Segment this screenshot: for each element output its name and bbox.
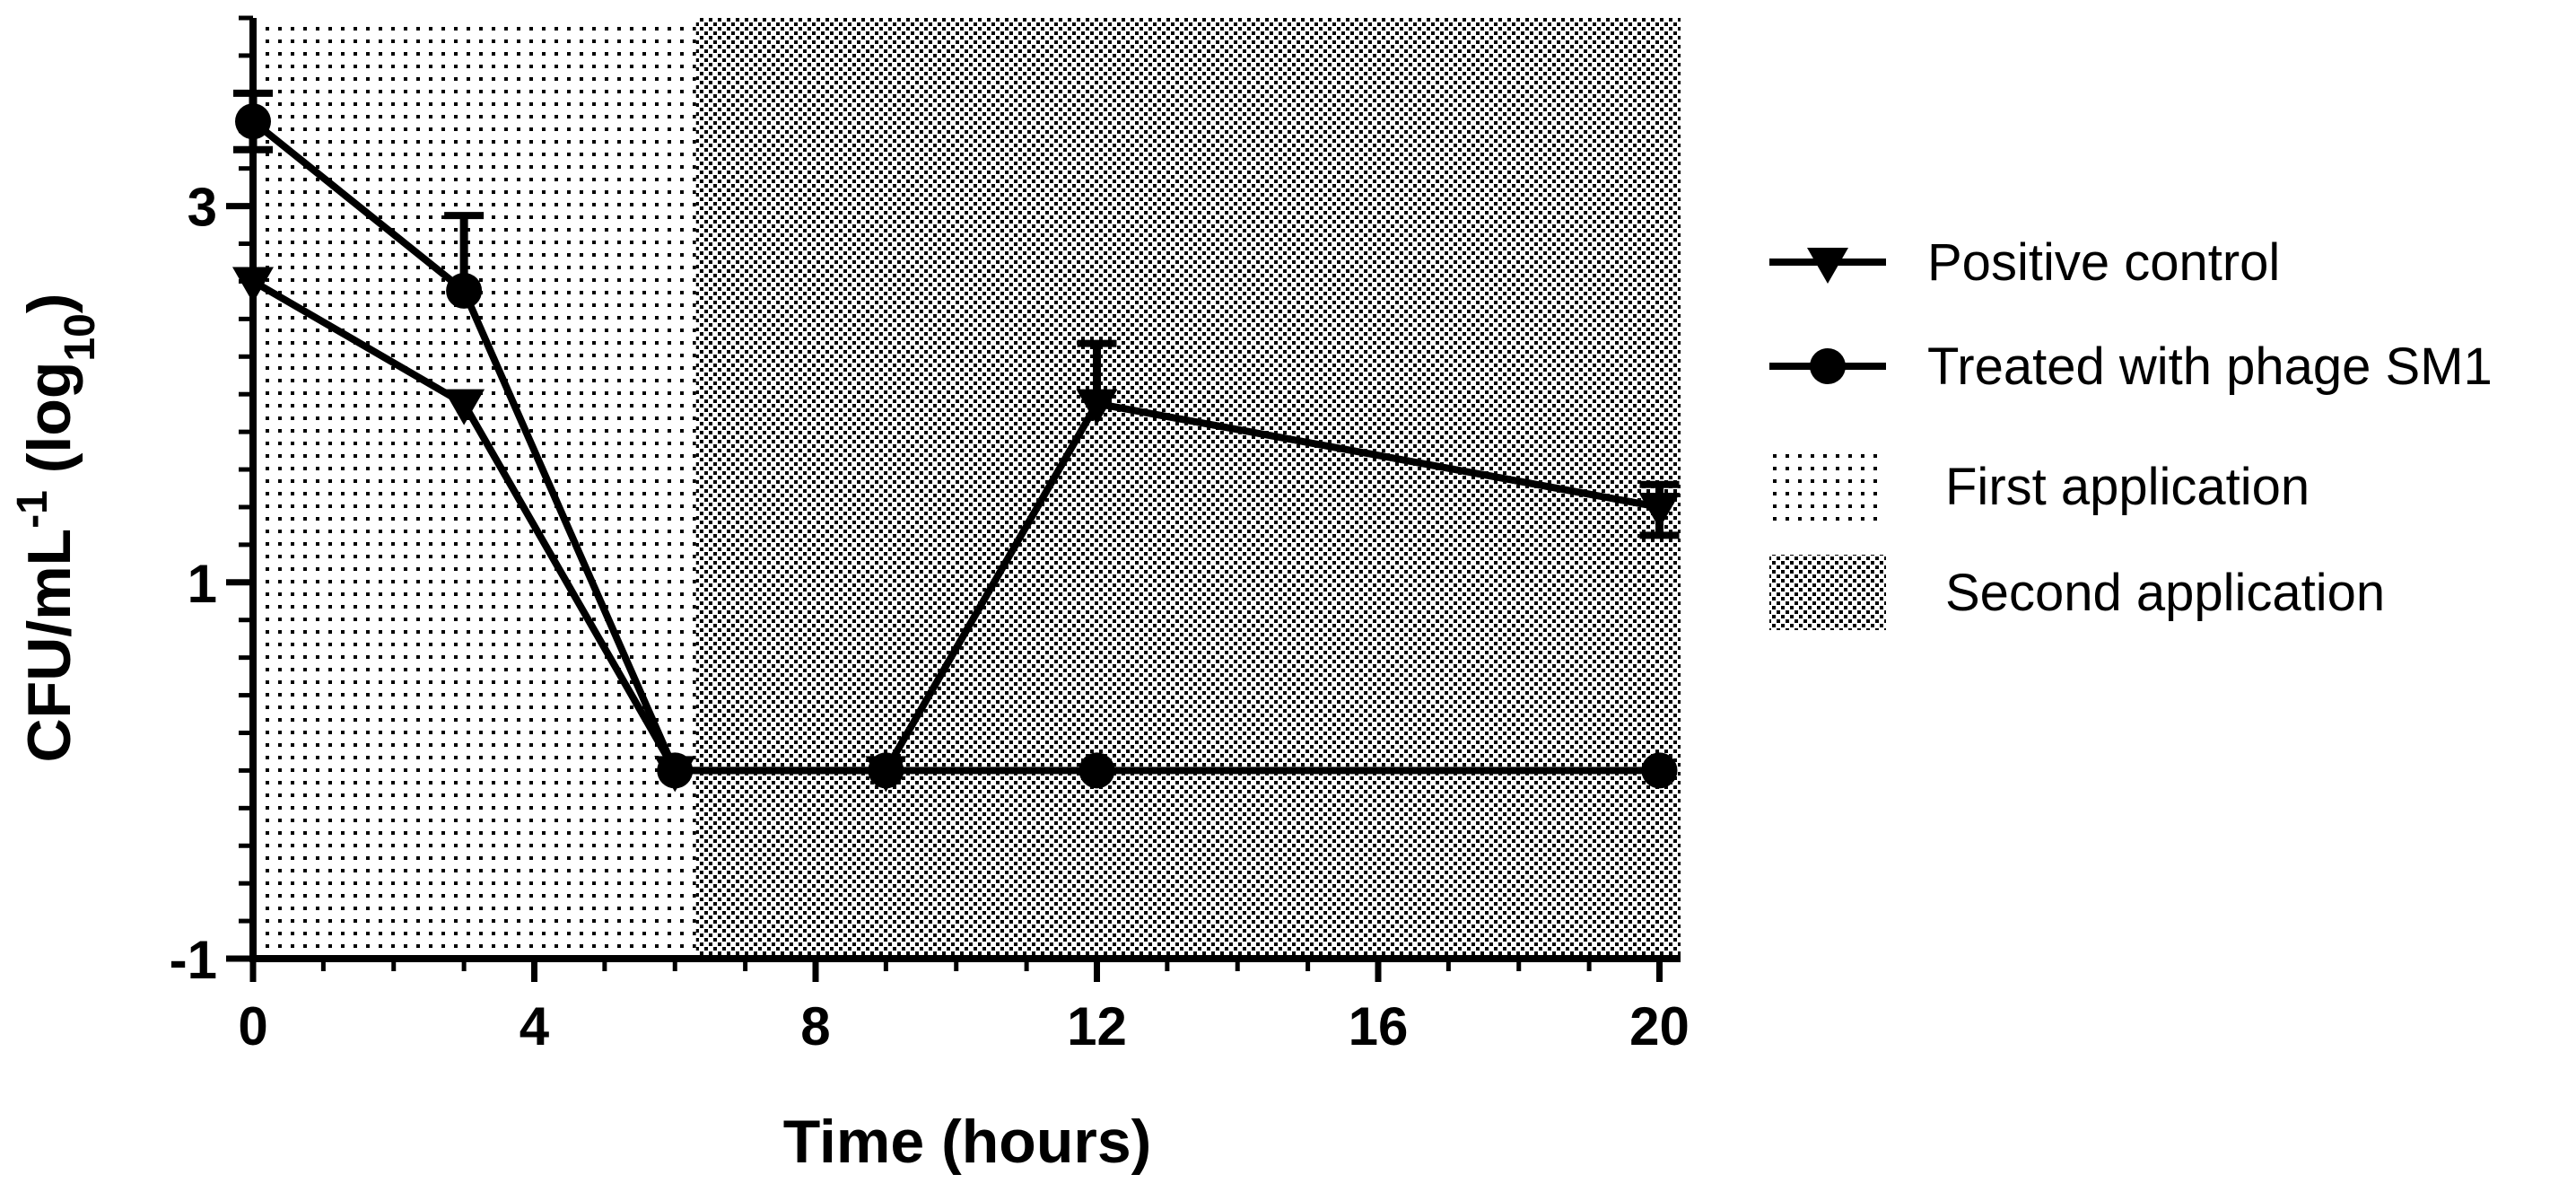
x-tick-label: 16 [1349, 996, 1409, 1056]
x-axis-title: Time (hours) [783, 1108, 1152, 1176]
x-tick-label: 0 [238, 996, 267, 1056]
series-line [250, 118, 1660, 775]
data-point-circle [1078, 752, 1115, 789]
data-point-triangle [443, 389, 485, 425]
legend-label: Positive control [1927, 233, 2280, 292]
y-axis-title-suffix: ) [15, 294, 83, 314]
y-axis-title-subscript: 10 [57, 313, 104, 361]
data-point-triangle [1076, 389, 1118, 425]
y-axis-title-log: (log [15, 362, 83, 491]
y-tick-label: -1 [170, 930, 217, 990]
data-point-circle [868, 752, 904, 789]
legend: Positive control Treated with phage SM1 Fi… [1769, 233, 2493, 630]
data-series [232, 89, 1681, 793]
data-point-circle [657, 752, 694, 789]
legend-item: Positive control [1769, 233, 2280, 292]
legend-pattern-swatch [1769, 555, 1886, 630]
region-second-application [695, 18, 1681, 959]
legend-label: Second application [1945, 564, 2385, 622]
y-axis-title-superscript: -1 [9, 490, 57, 529]
legend-pattern-swatch [1769, 449, 1886, 524]
axes: 0 4 8 12 16 20 -1 1 3 [170, 15, 1690, 1056]
region-first-application [253, 18, 696, 959]
data-point-circle [1641, 752, 1678, 789]
legend-item: Treated with phage SM1 [1769, 337, 2493, 396]
x-tick-label: 8 [800, 996, 830, 1056]
x-tick-label: 20 [1629, 996, 1690, 1056]
x-tick-label: 12 [1067, 996, 1127, 1056]
legend-label: Treated with phage SM1 [1927, 337, 2493, 396]
legend-item: Second application [1769, 555, 2385, 630]
data-point-triangle [1638, 492, 1681, 529]
legend-marker-circle [1810, 348, 1846, 384]
y-axis-title-prefix: CFU/mL [15, 529, 83, 763]
legend-label: First application [1945, 458, 2310, 516]
application-regions [253, 18, 1681, 959]
y-axis-title: CFU/mL-1 (log10) [9, 294, 104, 763]
x-tick-label: 4 [520, 996, 550, 1056]
y-tick-label: 3 [188, 178, 217, 238]
y-tick-label: 1 [188, 554, 217, 614]
legend-item: First application [1769, 449, 2310, 524]
legend-marker-triangle [1807, 248, 1848, 284]
data-point-circle [446, 272, 483, 309]
